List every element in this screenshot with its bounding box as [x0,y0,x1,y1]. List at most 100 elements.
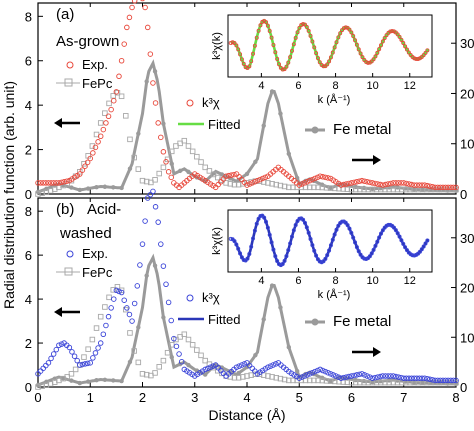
exp-point [74,357,80,364]
inset-exp-point [425,48,430,53]
exp-point [168,317,174,324]
inset-x-tick-label: 4 [258,80,264,92]
inset-exp-point [302,22,307,27]
fe-metal-point [370,186,375,192]
exp-point [82,163,88,169]
inset-exp-point [291,228,296,233]
inset-exp-point [336,35,341,40]
inset-exp-point [312,248,317,253]
fe-metal-point [77,380,83,386]
inset-exp-point [399,238,404,243]
fepc-point [102,110,108,116]
fe-metal-point [94,378,99,383]
fepc-point [185,143,192,149]
x-tick-label: 1 [87,390,94,405]
inset-exp-point [353,240,358,245]
left-y-tick-label: 4 [25,98,32,113]
exp-point [338,375,344,381]
exp-point [252,179,258,185]
fe-metal-point [437,187,442,193]
right-y-tick-label: 20 [460,86,474,101]
exp-point [301,180,308,186]
exp-point [267,363,274,369]
exp-point [411,375,417,381]
exp-point [147,191,154,198]
exp-point [385,181,391,187]
inset-exp-point [247,64,252,69]
inset-exp-point [315,56,320,61]
fe-metal-point [253,352,258,358]
exp-point [97,133,104,140]
exp-point [160,149,167,155]
inset-exp-point [378,43,383,48]
inset-exp-point [234,43,239,48]
inset-exp-point [256,28,261,33]
fe-metal-point [111,378,116,383]
fe-metal-point [152,263,158,268]
exp-point [312,175,318,182]
exp-point [421,375,428,381]
fe-metal-point [269,283,275,288]
exp-point [259,175,266,182]
inset-exp-point [314,253,319,258]
fe-metal-point [127,166,133,171]
legend-kchi-label: k³χ [202,95,220,110]
inset-exp-point [267,29,272,34]
inset-exp-point [377,235,382,240]
fepc-point [114,89,121,96]
exp-point [92,350,99,356]
legend-fepc-label: FePc [82,76,113,91]
inset-exp-point [412,253,417,258]
exp-point [142,4,148,11]
fepc-point [202,164,208,171]
exp-point [56,342,62,348]
fe-metal-point [94,184,99,190]
fepc-point [152,370,158,376]
exp-point [244,182,250,188]
exp-point [395,180,402,186]
panel-a: 0 2 4 6 8 0 10 20 30 4 6 8 10 12 k (Å⁻¹) k³χ(k) (a) As-gr… [25,0,474,202]
fepc-point [194,347,200,353]
inset-frame [227,14,433,78]
exp-point [306,371,313,377]
inset-x-axis-label: k (Å⁻¹) [318,93,351,106]
inset-exp-point [343,220,348,225]
inset-exp-point [273,254,278,259]
inset-exp-point [286,248,291,253]
inset-x-tick-label: 10 [367,80,379,92]
inset-exp-point [340,219,345,224]
inset-exp-point [239,57,244,62]
inset-y-axis-label: k³χ(k) [211,32,223,60]
inset-exp-point [341,26,346,31]
exp-point [163,281,169,288]
inset-exp-point [297,216,302,221]
right-y-tick-label: 10 [460,137,474,152]
inset-exp-point [399,37,404,42]
inset-exp-point [388,29,393,34]
exp-point [372,374,378,381]
fe-metal-point [412,380,417,385]
fe-metal-point [219,172,225,177]
legend-kchi-label: k³χ [202,290,220,305]
inset-exp-point [395,231,400,236]
exp-point [207,364,214,370]
fepc-point [118,287,125,294]
inset-exp-point [356,47,361,52]
exp-point [429,184,436,190]
inset-exp-point [238,52,243,57]
inset-exp-point [354,42,359,47]
fepc-point [156,364,162,370]
right-axis-arrow-icon [373,155,381,165]
exp-point [348,180,355,186]
fe-metal-point [102,184,108,189]
inset-exp-point [395,32,400,37]
fepc-point [169,148,175,155]
exp-point [84,159,91,166]
inset-exp-point [254,221,259,226]
fepc-point [114,284,121,290]
exp-point [442,377,449,384]
fe-metal-point [278,111,283,116]
exp-point [340,374,347,381]
fepc-point [202,357,208,364]
